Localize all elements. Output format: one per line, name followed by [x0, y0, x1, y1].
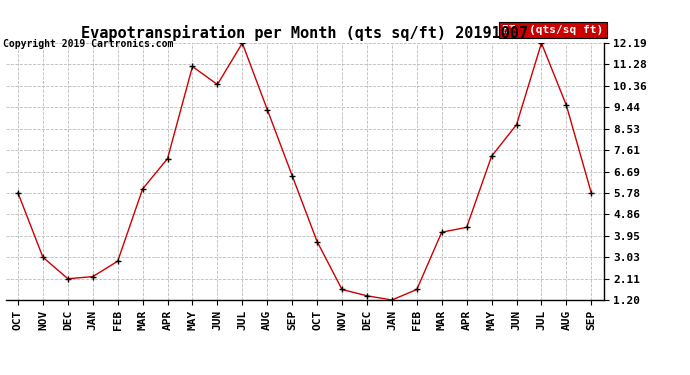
Text: Copyright 2019 Cartronics.com: Copyright 2019 Cartronics.com [3, 39, 174, 50]
Title: Evapotranspiration per Month (qts sq/ft) 20191007: Evapotranspiration per Month (qts sq/ft)… [81, 25, 529, 40]
Text: ET  (qts/sq ft): ET (qts/sq ft) [502, 25, 604, 35]
